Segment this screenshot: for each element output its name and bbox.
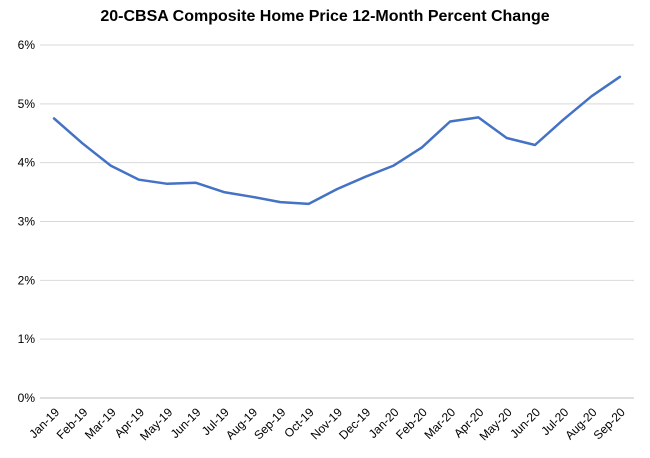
x-tick-label: May-19 [137,405,175,443]
x-tick-label: Sep-20 [591,405,628,442]
gridlines [40,44,634,340]
y-tick-label: 2% [18,273,36,287]
series-line [52,75,622,206]
y-tick-label: 4% [18,156,36,170]
y-tick-label: 6% [18,38,36,52]
chart-title: 20-CBSA Composite Home Price 12-Month Pe… [100,8,550,25]
y-tick-label: 0% [18,391,36,405]
x-tick-label: Sep-19 [251,405,288,442]
series-layer [52,75,622,206]
y-tick-label: 3% [18,215,36,229]
y-tick-label: 5% [18,97,36,111]
y-tick-labels: 0% 1% 2% 3% 4% 5% 6% [18,38,36,405]
y-tick-label: 1% [18,332,36,346]
x-tick-labels: Jan-19Feb-19Mar-19Apr-19May-19Jun-19Jul-… [26,405,628,443]
x-tick-label: Dec-19 [336,405,373,442]
x-tick-label: Jun-20 [507,405,543,441]
x-tick-label: Jun-19 [168,405,204,441]
x-tick-label: Mar-20 [421,405,458,442]
x-tick-label: May-20 [477,405,515,443]
x-tick-label: Mar-19 [82,405,119,442]
